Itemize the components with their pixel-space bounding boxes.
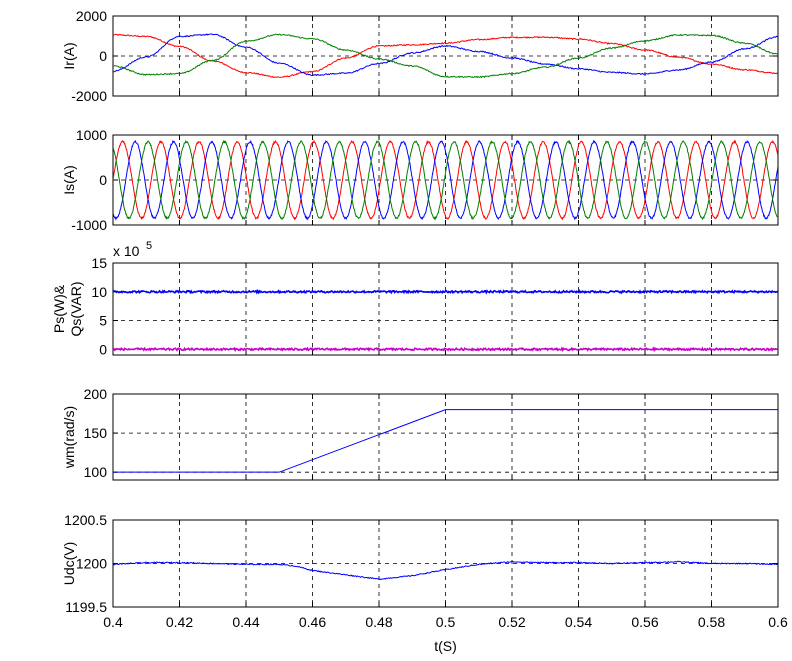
y-tick-label: 150 — [84, 425, 108, 441]
series-group — [113, 560, 778, 581]
exponent-power: 5 — [146, 240, 152, 252]
y-tick-label: 15 — [91, 255, 107, 271]
x-tick-label: 0.5 — [436, 614, 456, 630]
y-tick-label: 100 — [84, 464, 108, 480]
y-tick-label: 0 — [99, 341, 107, 357]
y-tick-label: -1000 — [71, 217, 107, 233]
panel-4: 100 150 200 wm(rad/s) — [61, 386, 779, 481]
y-tick-label: 0 — [99, 172, 107, 188]
series-line-3 — [113, 33, 778, 79]
series-line-1 — [113, 409, 778, 473]
panel-1: -2000 0 2000 Ir(A) — [61, 8, 779, 104]
x-tick-label: 0.46 — [299, 614, 326, 630]
y-tick-label: 200 — [84, 386, 108, 402]
x-axis-label: t(S) — [434, 638, 457, 654]
series-group — [113, 288, 778, 353]
x-tick-label: 0.56 — [631, 614, 658, 630]
x-tick-label: 0.44 — [232, 614, 259, 630]
y-tick-label: 1200 — [76, 556, 107, 572]
panel-3: 0 5 10 15 Ps(W)&Qs(VAR) x 10 5 — [51, 240, 779, 357]
y-axis-label: Ir(A) — [61, 42, 77, 69]
series-group — [113, 139, 778, 221]
y-tick-label: 1199.5 — [65, 599, 107, 615]
series-line-2 — [113, 346, 778, 353]
y-tick-label: -2000 — [71, 88, 107, 104]
x-tick-label: 0.58 — [698, 614, 725, 630]
series-group — [113, 409, 778, 473]
x-tick-label: 0.48 — [365, 614, 392, 630]
axes-box — [112, 262, 779, 356]
x-tick-label: 0.4 — [103, 614, 123, 630]
series-line-1 — [113, 560, 778, 581]
y-tick-label: 1200.5 — [64, 512, 107, 528]
x-tick-label: 0.6 — [768, 614, 788, 630]
y-axis-label: wm(rad/s) — [61, 406, 77, 469]
y-tick-label: 10 — [91, 284, 107, 300]
series-line-3 — [113, 139, 778, 221]
series-line-2 — [113, 33, 778, 77]
panel-5: 1199.5 1200 1200.5 Udc(V) 0.4 0.42 0.44 0.46 0.4… — [61, 512, 788, 654]
x-tick-label: 0.42 — [166, 614, 193, 630]
y-tick-label: 0 — [99, 48, 107, 64]
series-line-2 — [113, 139, 778, 221]
series-line-1 — [113, 33, 778, 78]
panel-2: -1000 0 1000 Is(A) — [61, 127, 779, 233]
exponent-label: x 10 — [113, 243, 140, 259]
y-tick-label: 1000 — [76, 127, 107, 143]
y-axis-label: Is(A) — [61, 165, 77, 195]
y-axis-label: Ps(W)&Qs(VAR) — [51, 282, 84, 337]
y-tick-label: 2000 — [76, 8, 107, 24]
series-group — [113, 33, 778, 79]
x-tick-label: 0.52 — [498, 614, 525, 630]
series-line-1 — [113, 139, 778, 221]
y-axis-label: Udc(V) — [61, 542, 77, 586]
x-tick-label: 0.54 — [565, 614, 592, 630]
series-line-1 — [113, 288, 778, 295]
y-tick-label: 5 — [99, 313, 107, 329]
